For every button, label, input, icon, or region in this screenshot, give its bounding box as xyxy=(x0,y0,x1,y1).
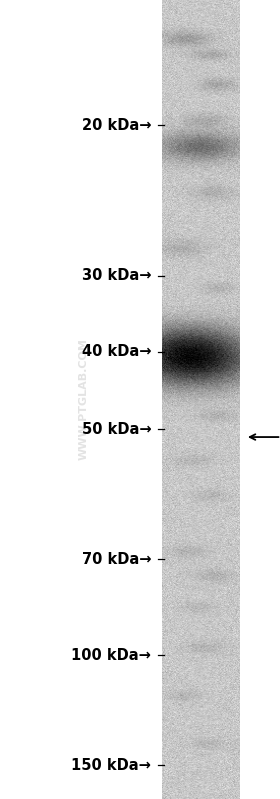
Text: 150 kDa→: 150 kDa→ xyxy=(71,758,151,773)
Text: 70 kDa→: 70 kDa→ xyxy=(82,552,151,566)
Text: 20 kDa→: 20 kDa→ xyxy=(82,118,151,133)
Text: 40 kDa→: 40 kDa→ xyxy=(82,344,151,359)
Text: 30 kDa→: 30 kDa→ xyxy=(82,268,151,283)
Text: 100 kDa→: 100 kDa→ xyxy=(71,648,151,662)
Text: 50 kDa→: 50 kDa→ xyxy=(81,422,151,436)
Text: WWW.PTGLAB.COM: WWW.PTGLAB.COM xyxy=(79,339,89,460)
